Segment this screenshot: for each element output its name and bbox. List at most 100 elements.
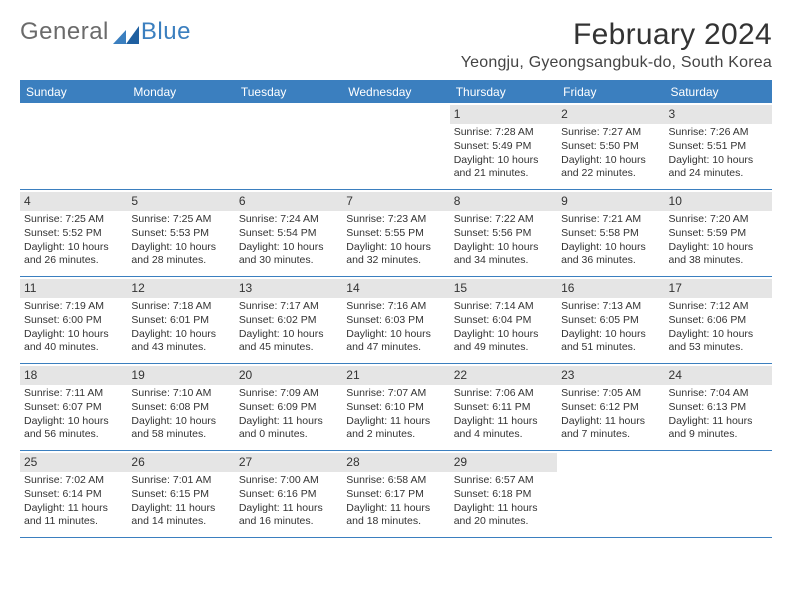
sunset-text: Sunset: 5:51 PM xyxy=(669,140,768,154)
sunrise-text: Sunrise: 7:22 AM xyxy=(454,213,553,227)
sunset-text: Sunset: 5:58 PM xyxy=(561,227,660,241)
day-number: 23 xyxy=(557,366,664,385)
calendar-cell: 18Sunrise: 7:11 AMSunset: 6:07 PMDayligh… xyxy=(20,364,127,450)
sunset-text: Sunset: 6:01 PM xyxy=(131,314,230,328)
sunset-text: Sunset: 6:00 PM xyxy=(24,314,123,328)
daylight-text: Daylight: 11 hours and 11 minutes. xyxy=(24,502,123,530)
page-title: February 2024 xyxy=(461,18,772,52)
daylight-text: Daylight: 10 hours and 47 minutes. xyxy=(346,328,445,356)
day-number: 2 xyxy=(557,105,664,124)
day-number: 27 xyxy=(235,453,342,472)
weeks-container: 1Sunrise: 7:28 AMSunset: 5:49 PMDaylight… xyxy=(20,103,772,538)
sunrise-text: Sunrise: 7:24 AM xyxy=(239,213,338,227)
sunset-text: Sunset: 6:10 PM xyxy=(346,401,445,415)
sunset-text: Sunset: 5:50 PM xyxy=(561,140,660,154)
calendar-cell: 28Sunrise: 6:58 AMSunset: 6:17 PMDayligh… xyxy=(342,451,449,537)
sunrise-text: Sunrise: 7:12 AM xyxy=(669,300,768,314)
daylight-text: Daylight: 10 hours and 40 minutes. xyxy=(24,328,123,356)
sunrise-text: Sunrise: 7:19 AM xyxy=(24,300,123,314)
logo: General Blue xyxy=(20,18,191,46)
sunrise-text: Sunrise: 7:20 AM xyxy=(669,213,768,227)
logo-mark-icon xyxy=(113,23,139,41)
daylight-text: Daylight: 11 hours and 4 minutes. xyxy=(454,415,553,443)
daylight-text: Daylight: 10 hours and 28 minutes. xyxy=(131,241,230,269)
daylight-text: Daylight: 10 hours and 51 minutes. xyxy=(561,328,660,356)
daylight-text: Daylight: 10 hours and 26 minutes. xyxy=(24,241,123,269)
location-text: Yeongju, Gyeongsangbuk-do, South Korea xyxy=(461,54,772,72)
calendar-cell: 22Sunrise: 7:06 AMSunset: 6:11 PMDayligh… xyxy=(450,364,557,450)
sunrise-text: Sunrise: 7:00 AM xyxy=(239,474,338,488)
calendar-cell: 21Sunrise: 7:07 AMSunset: 6:10 PMDayligh… xyxy=(342,364,449,450)
calendar-cell: 3Sunrise: 7:26 AMSunset: 5:51 PMDaylight… xyxy=(665,103,772,189)
day-number: 21 xyxy=(342,366,449,385)
calendar-cell: 8Sunrise: 7:22 AMSunset: 5:56 PMDaylight… xyxy=(450,190,557,276)
day-number: 16 xyxy=(557,279,664,298)
sunrise-text: Sunrise: 7:07 AM xyxy=(346,387,445,401)
calendar-cell xyxy=(665,451,772,537)
day-number: 4 xyxy=(20,192,127,211)
calendar-cell: 25Sunrise: 7:02 AMSunset: 6:14 PMDayligh… xyxy=(20,451,127,537)
sunset-text: Sunset: 6:08 PM xyxy=(131,401,230,415)
daylight-text: Daylight: 10 hours and 30 minutes. xyxy=(239,241,338,269)
daylight-text: Daylight: 10 hours and 38 minutes. xyxy=(669,241,768,269)
sunrise-text: Sunrise: 7:09 AM xyxy=(239,387,338,401)
sunset-text: Sunset: 5:53 PM xyxy=(131,227,230,241)
daylight-text: Daylight: 10 hours and 34 minutes. xyxy=(454,241,553,269)
calendar-cell: 26Sunrise: 7:01 AMSunset: 6:15 PMDayligh… xyxy=(127,451,234,537)
day-number: 3 xyxy=(665,105,772,124)
day-number: 1 xyxy=(450,105,557,124)
week-row: 11Sunrise: 7:19 AMSunset: 6:00 PMDayligh… xyxy=(20,277,772,364)
day-number: 10 xyxy=(665,192,772,211)
daylight-text: Daylight: 10 hours and 56 minutes. xyxy=(24,415,123,443)
sunset-text: Sunset: 6:04 PM xyxy=(454,314,553,328)
daylight-text: Daylight: 10 hours and 21 minutes. xyxy=(454,154,553,182)
week-row: 4Sunrise: 7:25 AMSunset: 5:52 PMDaylight… xyxy=(20,190,772,277)
sunset-text: Sunset: 5:59 PM xyxy=(669,227,768,241)
day-number: 26 xyxy=(127,453,234,472)
calendar-cell: 10 Sunrise: 7:20 AMSunset: 5:59 PMDayligh… xyxy=(665,190,772,276)
sunrise-text: Sunrise: 7:01 AM xyxy=(131,474,230,488)
day-header-row: SundayMondayTuesdayWednesdayThursdayFrid… xyxy=(20,80,772,103)
calendar-cell: 29Sunrise: 6:57 AMSunset: 6:18 PMDayligh… xyxy=(450,451,557,537)
sunset-text: Sunset: 6:02 PM xyxy=(239,314,338,328)
calendar: SundayMondayTuesdayWednesdayThursdayFrid… xyxy=(20,80,772,538)
week-row: 18Sunrise: 7:11 AMSunset: 6:07 PMDayligh… xyxy=(20,364,772,451)
sunrise-text: Sunrise: 7:14 AM xyxy=(454,300,553,314)
sunrise-text: Sunrise: 7:13 AM xyxy=(561,300,660,314)
calendar-cell xyxy=(342,103,449,189)
calendar-cell: 6Sunrise: 7:24 AMSunset: 5:54 PMDaylight… xyxy=(235,190,342,276)
day-number: 13 xyxy=(235,279,342,298)
calendar-cell: 12Sunrise: 7:18 AMSunset: 6:01 PMDayligh… xyxy=(127,277,234,363)
daylight-text: Daylight: 11 hours and 7 minutes. xyxy=(561,415,660,443)
day-number: 7 xyxy=(342,192,449,211)
page: General Blue February 2024 Yeongju, Gyeo… xyxy=(0,0,792,548)
daylight-text: Daylight: 10 hours and 22 minutes. xyxy=(561,154,660,182)
sunrise-text: Sunrise: 7:27 AM xyxy=(561,126,660,140)
calendar-cell xyxy=(127,103,234,189)
daylight-text: Daylight: 11 hours and 18 minutes. xyxy=(346,502,445,530)
day-number: 11 xyxy=(20,279,127,298)
day-number: 28 xyxy=(342,453,449,472)
sunrise-text: Sunrise: 7:25 AM xyxy=(24,213,123,227)
day-number: 20 xyxy=(235,366,342,385)
sunset-text: Sunset: 6:05 PM xyxy=(561,314,660,328)
sunrise-text: Sunrise: 7:04 AM xyxy=(669,387,768,401)
day-number: 6 xyxy=(235,192,342,211)
sunrise-text: Sunrise: 7:17 AM xyxy=(239,300,338,314)
week-row: 25Sunrise: 7:02 AMSunset: 6:14 PMDayligh… xyxy=(20,451,772,538)
day-header: Saturday xyxy=(665,80,772,103)
daylight-text: Daylight: 10 hours and 45 minutes. xyxy=(239,328,338,356)
sunset-text: Sunset: 6:14 PM xyxy=(24,488,123,502)
calendar-cell: 15Sunrise: 7:14 AMSunset: 6:04 PMDayligh… xyxy=(450,277,557,363)
daylight-text: Daylight: 11 hours and 14 minutes. xyxy=(131,502,230,530)
calendar-cell: 24Sunrise: 7:04 AMSunset: 6:13 PMDayligh… xyxy=(665,364,772,450)
sunrise-text: Sunrise: 7:28 AM xyxy=(454,126,553,140)
sunrise-text: Sunrise: 7:05 AM xyxy=(561,387,660,401)
calendar-cell: 13 Sunrise: 7:17 AMSunset: 6:02 PMDayligh… xyxy=(235,277,342,363)
day-header: Sunday xyxy=(20,80,127,103)
sunset-text: Sunset: 6:12 PM xyxy=(561,401,660,415)
calendar-cell: 16 Sunrise: 7:13 AMSunset: 6:05 PMDayligh… xyxy=(557,277,664,363)
day-number: 22 xyxy=(450,366,557,385)
calendar-cell: 5Sunrise: 7:25 AMSunset: 5:53 PMDaylight… xyxy=(127,190,234,276)
sunrise-text: Sunrise: 6:57 AM xyxy=(454,474,553,488)
